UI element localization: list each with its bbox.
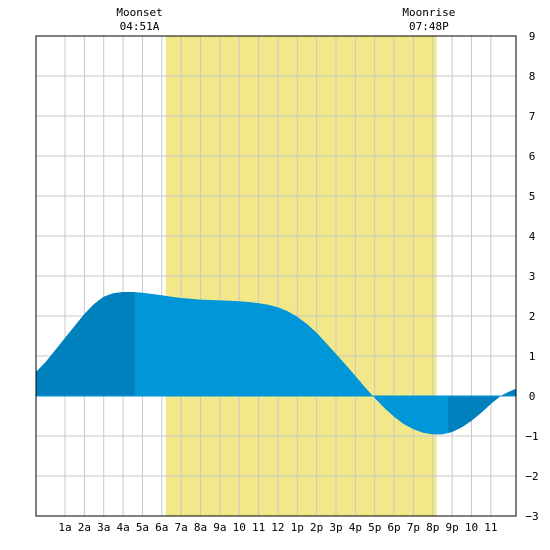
plot-frame	[35, 35, 517, 517]
x-tick-label: 4p	[349, 521, 362, 534]
y-tick-label: 0	[529, 390, 536, 403]
x-tick-label: 4a	[116, 521, 129, 534]
tide-area-layer	[36, 292, 516, 435]
y-tick-label: −2	[525, 470, 538, 483]
x-tick-label: 1p	[291, 521, 304, 534]
x-tick-label: 8a	[194, 521, 207, 534]
x-tick-label: 11	[252, 521, 265, 534]
moonset-time: 04:51A	[120, 20, 160, 33]
y-tick-label: 6	[529, 150, 536, 163]
x-tick-label: 3a	[97, 521, 110, 534]
x-tick-label: 2p	[310, 521, 323, 534]
moonrise-label: Moonrise	[402, 6, 455, 19]
x-tick-label: 12	[271, 521, 284, 534]
tide-area-late-shade	[448, 388, 516, 433]
x-tick-label: 8p	[426, 521, 439, 534]
x-tick-label: 9a	[213, 521, 226, 534]
y-tick-label: 7	[529, 110, 536, 123]
x-tick-label: 11	[484, 521, 497, 534]
moonrise-time: 07:48P	[409, 20, 449, 33]
x-tick-label: 6p	[387, 521, 400, 534]
y-tick-label: 8	[529, 70, 536, 83]
x-tick-label: 9p	[446, 521, 459, 534]
x-tick-label: 7p	[407, 521, 420, 534]
x-tick-label: 3p	[329, 521, 342, 534]
x-tick-label: 5p	[368, 521, 381, 534]
x-tick-label: 10	[465, 521, 478, 534]
x-tick-labels: 1a 2a 3a 4a 5a 6a 7a 8a 9a 10 11 12 1p 2p 3p 4p 5p 6p 7p 8p…	[58, 521, 497, 534]
y-tick-labels: 9 8 7 6 5 4 3 2 1 0 −1 −2 −3	[525, 30, 538, 523]
x-tick-label: 5a	[136, 521, 149, 534]
y-tick-label: 4	[529, 230, 536, 243]
y-tick-label: 5	[529, 190, 536, 203]
y-tick-label: −1	[525, 430, 538, 443]
y-tick-label: 3	[529, 270, 536, 283]
moonset-label: Moonset	[116, 6, 162, 19]
x-tick-label: 1a	[58, 521, 71, 534]
tide-area-rising-shade	[36, 292, 135, 396]
y-tick-label: −3	[525, 510, 538, 523]
moon-annotations: Moonset 04:51A Moonrise 07:48P	[116, 6, 455, 33]
y-tick-label: 2	[529, 310, 536, 323]
x-tick-label: 6a	[155, 521, 168, 534]
tide-area	[36, 292, 516, 435]
x-tick-label: 10	[233, 521, 246, 534]
y-tick-label: 1	[529, 350, 536, 363]
y-tick-label: 9	[529, 30, 536, 43]
x-tick-label: 2a	[78, 521, 91, 534]
x-tick-label: 7a	[175, 521, 188, 534]
